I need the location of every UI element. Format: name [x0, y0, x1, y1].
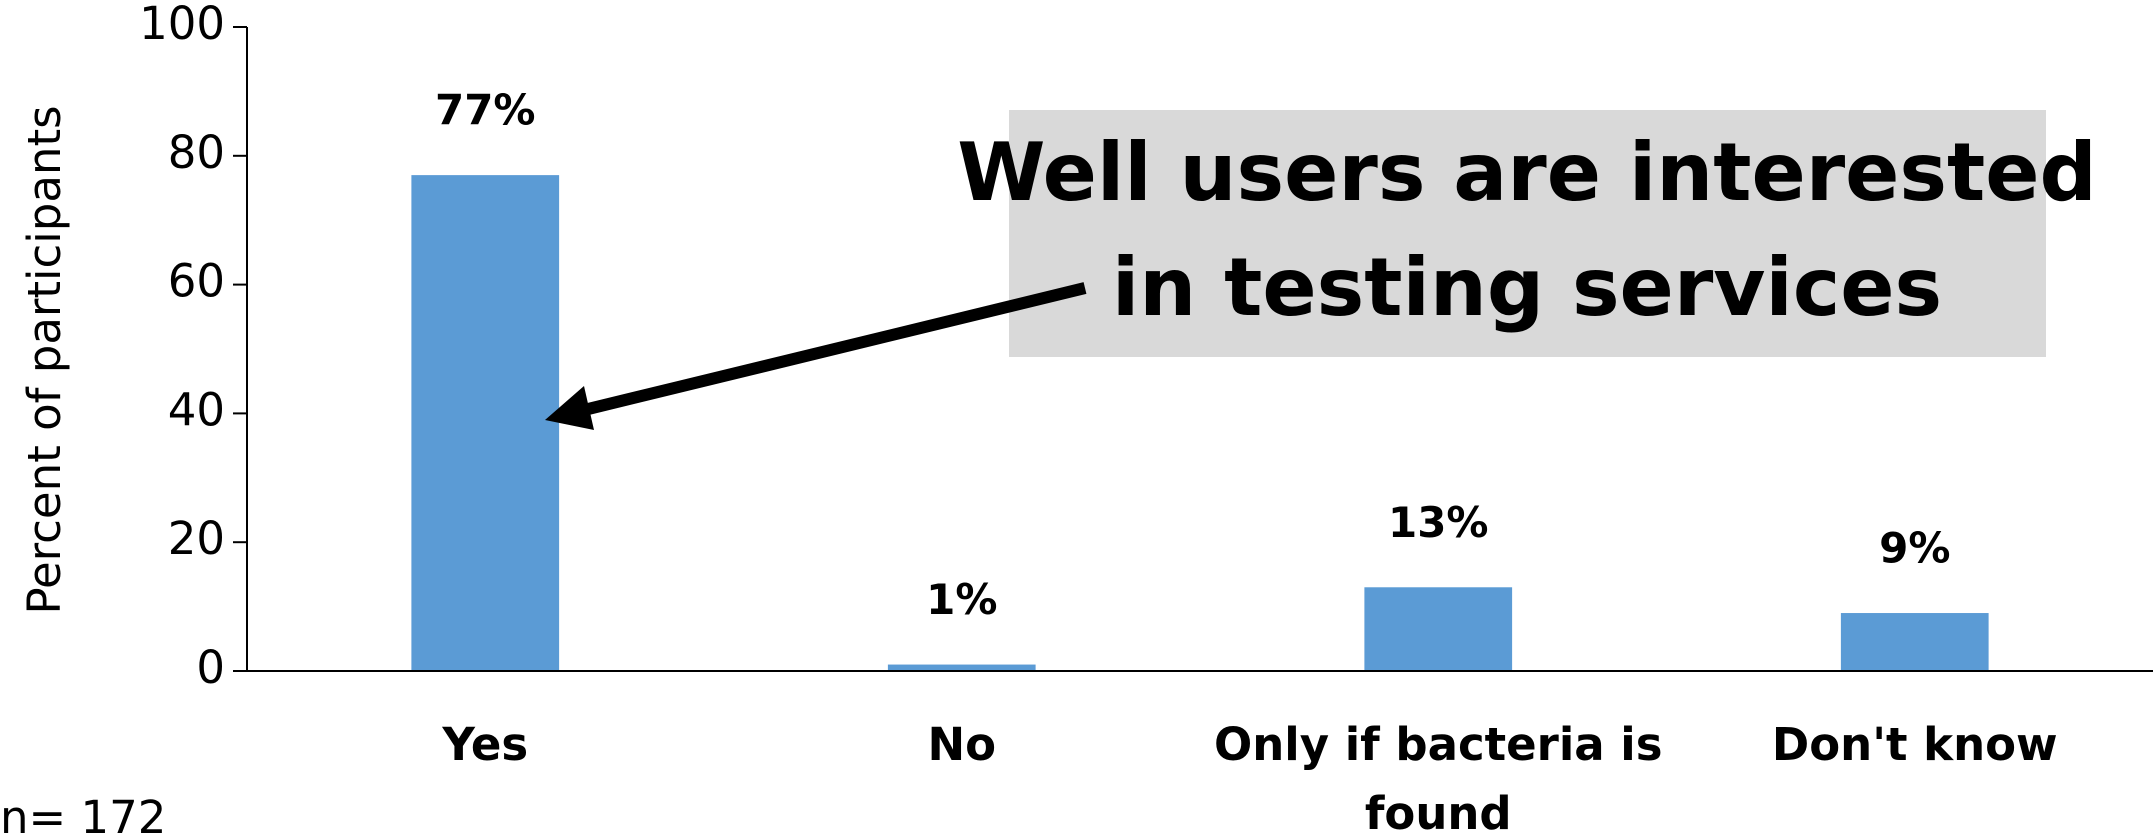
annotation: Well users are interested: [957, 126, 2097, 219]
annotation-box: [1009, 110, 2046, 357]
note: n= 172: [0, 791, 166, 839]
value-label: 13%: [1388, 498, 1489, 547]
bar: [1364, 587, 1513, 671]
y-tick-label: 60: [168, 255, 225, 308]
arrow-shaft: [578, 282, 1087, 417]
y-tick-label: 80: [168, 126, 225, 179]
y-tick-label: 0: [196, 641, 225, 694]
bar: [411, 175, 560, 671]
x-tick-label: Don't know: [1772, 718, 2058, 771]
value-label: 77%: [435, 86, 536, 135]
x-tick-label: Only if bacteria is found: [1214, 718, 1663, 839]
bar: [887, 664, 1036, 671]
value-label: 1%: [926, 575, 997, 624]
bar: [1840, 613, 1989, 671]
arrow-head: [545, 386, 594, 430]
x-tick-label: No: [927, 718, 996, 771]
x-tick-label: Yes: [441, 718, 528, 771]
y-axis-label: Percent of participants: [18, 105, 71, 614]
y-tick-label: 40: [168, 383, 225, 436]
annotation: in testing services: [1112, 241, 1942, 334]
y-tick-label: 20: [168, 512, 225, 565]
y-tick-label: 100: [139, 0, 225, 50]
value-label: 9%: [1879, 524, 1950, 573]
